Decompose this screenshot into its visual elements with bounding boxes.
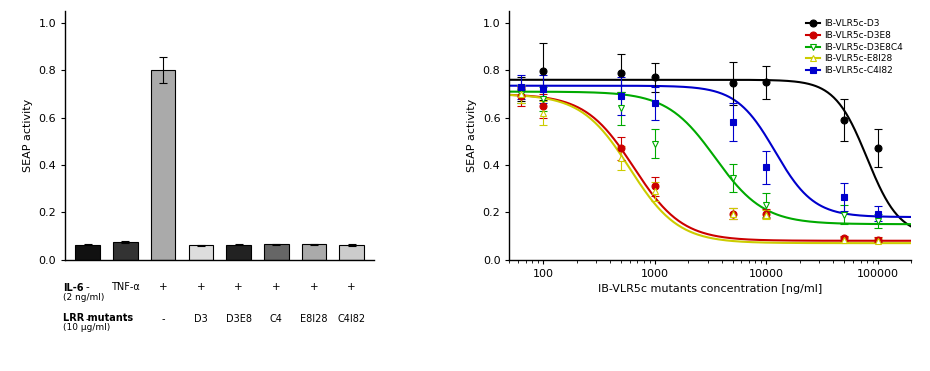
Bar xyxy=(189,246,213,260)
Y-axis label: SEAP activity: SEAP activity xyxy=(22,99,33,172)
Legend: IB-VLR5c-D3, IB-VLR5c-D3E8, IB-VLR5c-D3E8C4, IB-VLR5c-E8I28, IB-VLR5c-C4I82: IB-VLR5c-D3, IB-VLR5c-D3E8, IB-VLR5c-D3E… xyxy=(803,16,907,79)
Text: C4I82: C4I82 xyxy=(338,314,365,324)
Text: -: - xyxy=(86,314,89,324)
Text: +: + xyxy=(310,282,318,292)
Text: E8I28: E8I28 xyxy=(300,314,327,324)
Text: LRR mutants: LRR mutants xyxy=(63,313,133,323)
Bar xyxy=(264,244,288,260)
Text: (2 ng/ml): (2 ng/ml) xyxy=(63,293,104,302)
Text: +: + xyxy=(272,282,281,292)
Text: IL-6: IL-6 xyxy=(63,283,84,293)
Text: +: + xyxy=(159,282,167,292)
Text: -: - xyxy=(162,314,165,324)
Bar xyxy=(301,244,326,260)
Bar xyxy=(339,245,364,260)
Bar xyxy=(113,242,138,260)
Text: TNF-α: TNF-α xyxy=(111,282,140,292)
Text: -: - xyxy=(86,282,89,292)
Text: +: + xyxy=(234,282,243,292)
Text: C4: C4 xyxy=(270,314,283,324)
Text: +: + xyxy=(348,282,356,292)
X-axis label: IB-VLR5c mutants concentration [ng/ml]: IB-VLR5c mutants concentration [ng/ml] xyxy=(598,284,822,294)
Bar xyxy=(75,245,100,260)
Text: D3E8: D3E8 xyxy=(226,314,251,324)
Text: (10 μg/ml): (10 μg/ml) xyxy=(63,323,111,332)
Text: D3: D3 xyxy=(194,314,207,324)
Text: +: + xyxy=(196,282,206,292)
Text: -: - xyxy=(124,314,127,324)
Bar xyxy=(151,70,176,260)
Bar xyxy=(226,245,251,260)
Y-axis label: SEAP activity: SEAP activity xyxy=(467,99,477,172)
